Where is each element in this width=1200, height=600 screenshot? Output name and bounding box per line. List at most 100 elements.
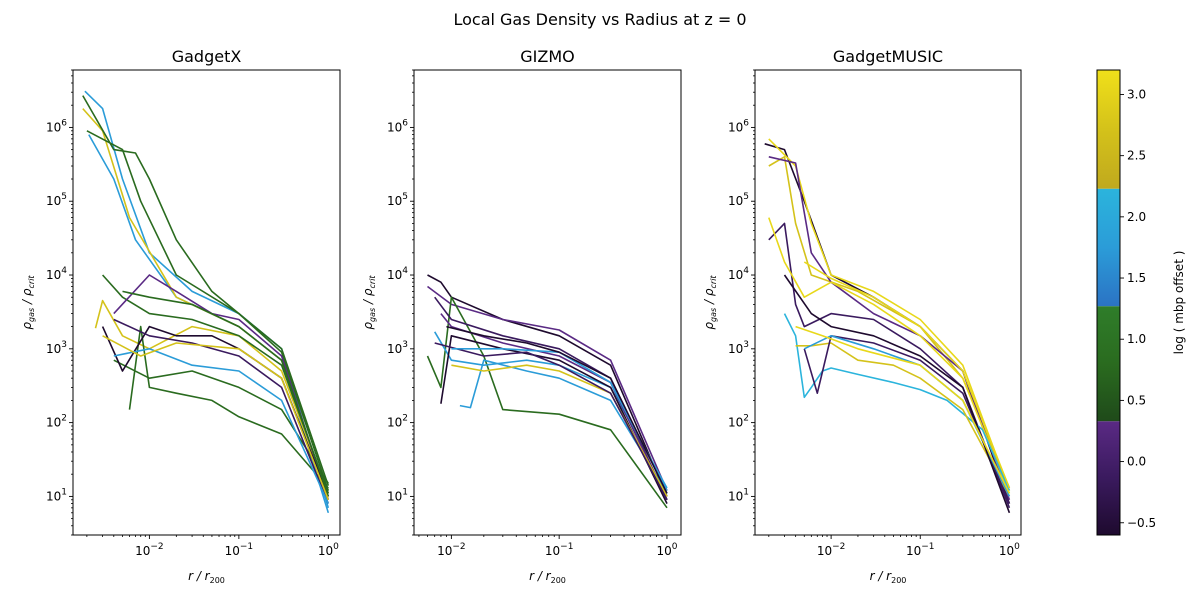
ylabel-subscript-gas: gas [27, 308, 36, 322]
colorbar-segment-1 [1097, 306, 1120, 422]
tick-exponent: 5 [402, 192, 408, 202]
xlabel-subscript: 200 [891, 576, 906, 585]
panel-1-series-line-9 [434, 342, 668, 501]
tick-base: 10 [728, 194, 743, 208]
panel-0-series-line-9 [113, 274, 330, 501]
tick-exponent: 0 [672, 542, 678, 552]
panel-0-xlabel: r / r200 [188, 569, 225, 585]
colorbar-tick-label-1: 0.0 [1127, 455, 1146, 469]
ylabel-subscript-crit: crit [709, 275, 718, 289]
colorbar-tick-label-6: 2.5 [1127, 149, 1146, 163]
tick-base: 10 [46, 194, 61, 208]
panel-1-y-tick-label-0: 101 [387, 487, 408, 503]
panel-1-ylabel: ρgas / ρcrit [361, 275, 377, 330]
panel-1-y-tick-label-3: 104 [387, 266, 408, 282]
panel-0-y-tick-label-1: 102 [46, 414, 67, 430]
colorbar: −0.5 0.0 0.5 1.0 1.5 2.0 2.5 3.0 log ( mbp offse… [1096, 69, 1186, 536]
panel-0-y-tick-label-0: 101 [46, 487, 67, 503]
tick-base: 10 [225, 544, 240, 558]
tick-exponent: 5 [743, 192, 749, 202]
panel-1-y-tick-label-4: 105 [387, 192, 408, 208]
panel-0-y-tick-label-4: 105 [46, 192, 67, 208]
panel-2-x-tick-label-2: 100 [999, 542, 1020, 558]
panel-1-series-line-1 [427, 285, 668, 491]
tick-base: 10 [817, 544, 832, 558]
tick-exponent: −1 [240, 542, 253, 552]
panel-0-ylabel: ρgas / ρcrit [20, 275, 36, 330]
panel-0-series-line-7 [128, 325, 329, 489]
tick-base: 10 [387, 342, 402, 356]
tick-exponent: 2 [743, 414, 749, 424]
panel-2-y-tick-label-0: 101 [728, 487, 749, 503]
tick-exponent: −1 [560, 542, 573, 552]
panel-0-y-tick-label-5: 106 [46, 118, 67, 134]
tick-exponent: 6 [402, 118, 408, 128]
panel-0-x-tick-label-1: 10−1 [225, 542, 254, 558]
panel-0-series-line-13 [122, 290, 330, 497]
panel-2-series-line-12 [795, 325, 1011, 494]
tick-exponent: −2 [832, 542, 845, 552]
colorbar-tick-label-2: 0.5 [1127, 393, 1146, 407]
tick-exponent: 0 [1014, 542, 1020, 552]
panel-2-y-tick-label-1: 102 [728, 414, 749, 430]
ylabel-separator: / ρ [702, 288, 716, 308]
panel-1-x-tick-label-0: 10−2 [437, 542, 466, 558]
panel-2-series-group [764, 138, 1011, 514]
panel-0-series-line-6 [102, 274, 330, 494]
ylabel-subscript-crit: crit [368, 275, 377, 289]
tick-base: 10 [387, 120, 402, 134]
panel-0-series-line-4 [82, 95, 330, 491]
panel-0-x-tick-label-0: 10−2 [135, 542, 164, 558]
tick-base: 10 [135, 544, 150, 558]
panel-1-frame [413, 69, 682, 536]
panel-2-x-tick-label-0: 10−2 [817, 542, 846, 558]
panel-1-title: GIZMO [520, 47, 574, 66]
tick-exponent: 1 [743, 487, 749, 497]
panel-2-y-tick-label-5: 106 [728, 118, 749, 134]
xlabel-subscript: 200 [210, 576, 225, 585]
tick-exponent: −2 [150, 542, 163, 552]
tick-base: 10 [387, 268, 402, 282]
tick-exponent: 3 [61, 340, 67, 350]
tick-exponent: 3 [743, 340, 749, 350]
xlabel-main: r / r [188, 569, 211, 583]
panel-0-series-line-3 [94, 299, 330, 494]
panel-2-frame [754, 69, 1022, 536]
colorbar-tick-label-5: 2.0 [1127, 210, 1146, 224]
panel-1-series-line-11 [446, 325, 668, 494]
panel-2-series-line-6 [783, 313, 1011, 491]
panel-1-series-line-6 [440, 335, 668, 504]
tick-exponent: −2 [452, 542, 465, 552]
tick-base: 10 [46, 489, 61, 503]
panel-1-y-tick-label-2: 103 [387, 340, 408, 356]
tick-base: 10 [437, 544, 452, 558]
panel-2-ylabel: ρgas / ρcrit [702, 275, 718, 330]
panel-2-series-line-9 [803, 261, 1011, 489]
panel-0-series-line-14 [102, 335, 330, 501]
panel-1-x-tick-label-2: 100 [656, 542, 677, 558]
panel-0-series-group [82, 90, 330, 514]
ylabel-subscript-crit: crit [27, 275, 36, 289]
tick-base: 10 [728, 120, 743, 134]
tick-exponent: 4 [743, 266, 749, 276]
colorbar-segment-3 [1097, 70, 1120, 189]
tick-exponent: 4 [402, 266, 408, 276]
tick-exponent: 3 [402, 340, 408, 350]
panel-1-series-line-2 [426, 296, 668, 509]
tick-base: 10 [728, 268, 743, 282]
colorbar-tick-label-3: 1.0 [1127, 332, 1146, 346]
panel-2-y-tick-label-2: 103 [728, 340, 749, 356]
panel-2-series-line-3 [768, 156, 1011, 501]
panel-0-series-line-8 [113, 359, 329, 484]
tick-base: 10 [387, 416, 402, 430]
tick-base: 10 [387, 194, 402, 208]
panel-2-series-line-8 [803, 335, 1011, 504]
panel-2-xlabel: r / r200 [870, 569, 907, 585]
tick-exponent: 6 [743, 118, 749, 128]
panel-1-y-tick-label-5: 106 [387, 118, 408, 134]
panel-2-series-line-2 [768, 156, 1011, 489]
tick-base: 10 [46, 120, 61, 134]
panel-1-x-tick-label-1: 10−1 [545, 542, 574, 558]
